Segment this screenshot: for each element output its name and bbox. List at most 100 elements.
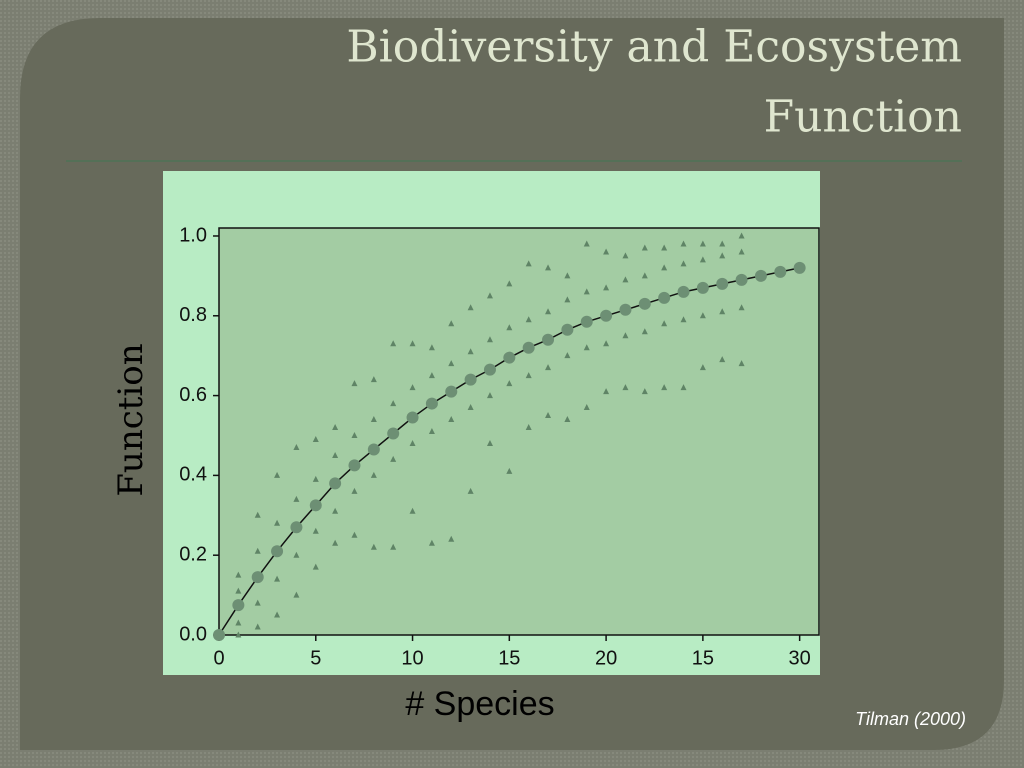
y-tick-label: 0.0 — [179, 623, 207, 645]
replicate-point — [312, 475, 319, 482]
replicate-point — [235, 587, 242, 594]
mean-point — [367, 443, 380, 456]
replicate-point — [699, 240, 706, 247]
replicate-point — [641, 272, 648, 279]
y-tick-label: 0.8 — [179, 304, 207, 326]
replicate-point — [351, 431, 358, 438]
mean-point — [522, 341, 535, 354]
mean-point — [503, 351, 516, 364]
slide-title: Function — [764, 92, 962, 143]
mean-point — [754, 269, 767, 282]
replicate-point — [564, 296, 571, 303]
replicate-point — [564, 352, 571, 359]
mean-point — [309, 499, 322, 512]
replicate-point — [622, 332, 629, 339]
replicate-point — [254, 511, 261, 518]
replicate-point — [370, 416, 377, 423]
replicate-point — [467, 348, 474, 355]
replicate-point — [351, 487, 358, 494]
replicate-point — [409, 439, 416, 446]
replicate-point — [719, 252, 726, 259]
replicate-point — [409, 507, 416, 514]
replicate-point — [719, 240, 726, 247]
replicate-point — [274, 471, 281, 478]
x-tick-label: 20 — [595, 647, 617, 669]
replicate-point — [390, 455, 397, 462]
replicate-point — [428, 372, 435, 379]
replicate-point — [622, 276, 629, 283]
y-tick-label: 1.0 — [179, 224, 207, 246]
replicate-point — [719, 356, 726, 363]
replicate-point — [486, 336, 493, 343]
replicate-point — [583, 344, 590, 351]
y-tick-label: 0.4 — [179, 464, 207, 486]
replicate-point — [467, 404, 474, 411]
mean-point — [464, 373, 477, 386]
mean-point — [600, 309, 613, 322]
x-tick-label: 30 — [789, 647, 811, 669]
replicate-point — [680, 316, 687, 323]
x-tick-label: 15 — [498, 647, 520, 669]
replicate-point — [603, 340, 610, 347]
replicate-point — [680, 260, 687, 267]
replicate-point — [506, 280, 513, 287]
replicate-point — [370, 543, 377, 550]
replicate-point — [603, 388, 610, 395]
replicate-point — [583, 288, 590, 295]
plot-area — [218, 227, 820, 636]
replicate-point — [390, 340, 397, 347]
replicate-point — [428, 344, 435, 351]
replicate-point — [486, 392, 493, 399]
replicate-point — [448, 416, 455, 423]
mean-point — [483, 363, 496, 376]
replicate-point — [641, 328, 648, 335]
replicate-point — [351, 380, 358, 387]
mean-point — [793, 261, 806, 274]
replicate-point — [545, 264, 552, 271]
replicate-point — [506, 324, 513, 331]
replicate-point — [390, 543, 397, 550]
mean-point — [387, 427, 400, 440]
replicate-point — [699, 256, 706, 263]
replicate-point — [428, 539, 435, 546]
replicate-point — [525, 424, 532, 431]
replicate-point — [312, 527, 319, 534]
mean-point — [542, 333, 555, 346]
replicate-point — [370, 471, 377, 478]
replicate-point — [390, 400, 397, 407]
mean-point — [213, 629, 225, 641]
x-tick-label: 10 — [401, 647, 423, 669]
replicate-point — [332, 424, 339, 431]
mean-point — [232, 599, 245, 612]
replicate-point — [293, 591, 300, 598]
mean-point — [619, 303, 632, 316]
replicate-point — [274, 519, 281, 526]
replicate-point — [661, 384, 668, 391]
replicate-point — [506, 380, 513, 387]
y-tick-label: 0.2 — [179, 543, 207, 565]
mean-point — [580, 315, 593, 328]
replicate-point — [332, 451, 339, 458]
replicate-point — [467, 487, 474, 494]
slide-title: Biodiversity and Ecosystem — [346, 22, 962, 73]
replicate-point — [738, 232, 745, 239]
replicate-point — [448, 535, 455, 542]
replicate-point — [661, 264, 668, 271]
replicate-point — [622, 384, 629, 391]
replicate-point — [545, 364, 552, 371]
replicate-point — [738, 248, 745, 255]
x-tick-label: 15 — [692, 647, 714, 669]
replicate-point — [661, 320, 668, 327]
replicate-point — [351, 531, 358, 538]
replicate-point — [680, 240, 687, 247]
replicate-point — [235, 571, 242, 578]
replicate-point — [564, 272, 571, 279]
replicate-point — [254, 599, 261, 606]
mean-point — [716, 277, 729, 290]
replicate-point — [332, 539, 339, 546]
y-axis-label: Function — [111, 343, 151, 496]
mean-point — [290, 521, 303, 534]
replicate-point — [564, 416, 571, 423]
citation: Tilman (2000) — [855, 709, 966, 729]
replicate-point — [235, 619, 242, 626]
